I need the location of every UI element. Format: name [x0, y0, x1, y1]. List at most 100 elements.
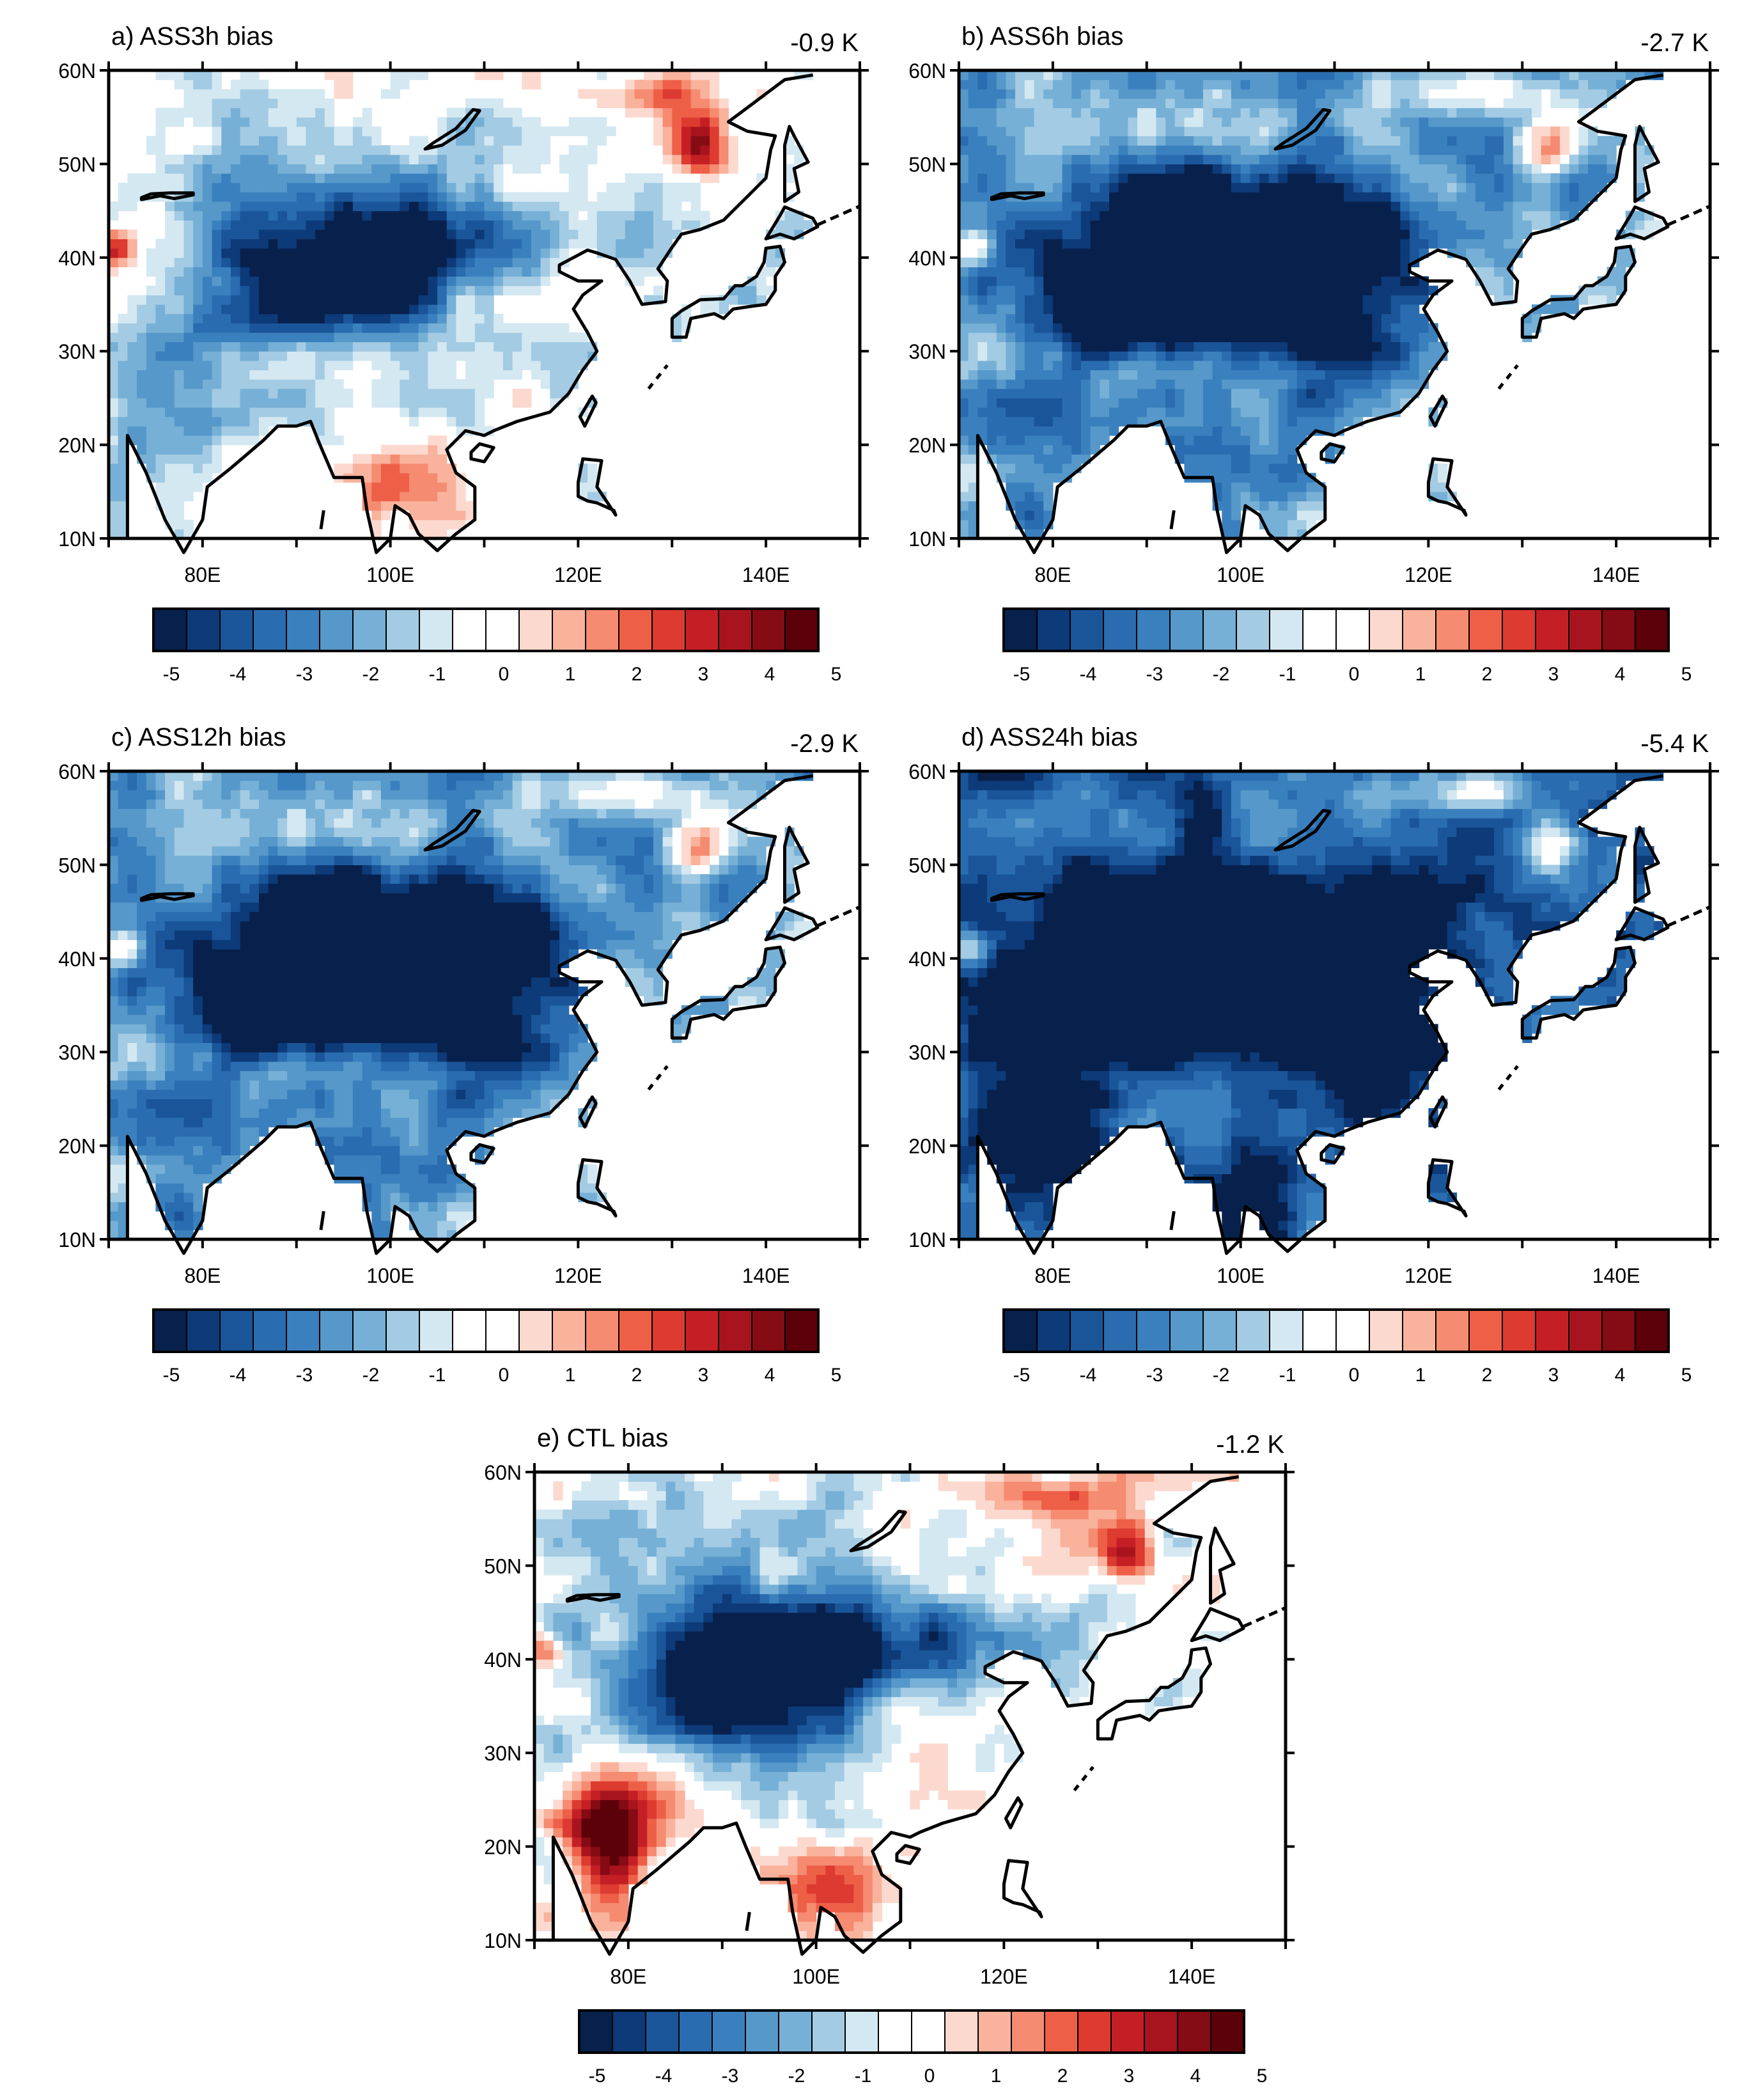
bias-cell: [343, 136, 354, 146]
bias-cell: [456, 416, 466, 427]
bias-cell: [959, 407, 969, 418]
bias-cell: [1109, 323, 1119, 333]
bias-cell: [1231, 379, 1241, 389]
bias-cell: [202, 332, 213, 343]
bias-cell: [1146, 154, 1157, 164]
bias-cell: [1296, 276, 1307, 286]
bias-cell: [1100, 154, 1110, 164]
bias-cell: [343, 276, 354, 286]
bias-cell: [1268, 444, 1279, 455]
bias-cell: [465, 229, 476, 240]
bias-cell: [1278, 220, 1288, 230]
bias-cell: [155, 126, 166, 136]
bias-cell: [362, 473, 372, 483]
bias-cell: [1146, 276, 1157, 286]
bias-cell: [1306, 285, 1316, 295]
bias-cell: [1137, 182, 1148, 192]
bias-cell: [568, 126, 579, 136]
bias-cell: [1156, 98, 1166, 109]
bias-cell: [1034, 164, 1044, 174]
bias-cell: [484, 210, 494, 221]
bias-cell: [287, 248, 297, 258]
bias-cell: [1231, 407, 1241, 418]
bias-cell: [1080, 416, 1091, 427]
bias-cell: [596, 136, 607, 146]
bias-cell: [1569, 201, 1579, 212]
bias-cell: [212, 192, 222, 202]
bias-cell: [1202, 379, 1213, 389]
bias-cell: [409, 351, 419, 361]
bias-cell: [1137, 89, 1148, 99]
bias-cell: [1165, 164, 1176, 174]
bias-cell: [315, 407, 325, 418]
bias-cell: [1222, 510, 1232, 521]
bias-cell: [672, 201, 682, 212]
bias-cell: [494, 341, 504, 352]
bias-cell: [1560, 210, 1570, 221]
bias-cell: [202, 407, 213, 418]
bias-cell: [1165, 416, 1176, 427]
bias-cell: [1100, 323, 1110, 333]
bias-cell: [662, 98, 673, 109]
bias-cell: [371, 239, 382, 249]
bias-cell: [352, 267, 363, 277]
bias-cell: [719, 98, 729, 109]
bias-cell: [1456, 117, 1467, 127]
bias-cell: [1118, 332, 1128, 343]
bias-cell: [1372, 304, 1382, 315]
colorbar-box: [1435, 608, 1470, 652]
bias-cell: [1231, 463, 1241, 474]
bias-cell: [1062, 313, 1072, 324]
bias-cell: [268, 145, 278, 155]
bias-cell: [1306, 145, 1316, 155]
bias-cell: [747, 295, 758, 305]
bias-cell: [1090, 210, 1100, 221]
bias-cell: [1174, 192, 1185, 202]
bias-cell: [1278, 454, 1288, 464]
bias-cell: [1400, 332, 1410, 343]
bias-cell: [174, 220, 185, 230]
bias-cell: [512, 220, 522, 230]
bias-cell: [296, 257, 307, 267]
bias-cell: [1541, 173, 1551, 184]
bias-cell: [1194, 126, 1204, 136]
bias-cell: [1118, 70, 1128, 81]
bias-cell: [968, 70, 978, 81]
bias-cell: [315, 341, 325, 352]
bias-cell: [1118, 79, 1128, 90]
bias-cell: [1015, 323, 1025, 333]
bias-cell: [146, 911, 157, 921]
bias-cell: [315, 136, 325, 146]
bias-cell: [540, 332, 550, 343]
bias-cell: [1100, 117, 1110, 127]
bias-cell: [409, 416, 419, 427]
bias-cell: [230, 248, 241, 258]
bias-cell: [700, 304, 710, 315]
bias-cell: [296, 117, 307, 127]
bias-cell: [606, 89, 616, 99]
colorbar-box: [419, 608, 453, 652]
bias-cell: [1259, 136, 1270, 146]
bias-cell: [1202, 182, 1213, 192]
bias-cell: [155, 407, 166, 418]
bias-cell: [1325, 285, 1335, 295]
bias-cell: [1400, 257, 1410, 267]
bias-cell: [728, 154, 738, 164]
bias-cell: [1015, 89, 1025, 99]
bias-cell: [1288, 98, 1298, 109]
bias-cell: [1156, 192, 1166, 202]
bias-cell: [1024, 173, 1035, 184]
bias-cell: [1202, 136, 1213, 146]
bias-cell: [1184, 182, 1194, 192]
bias-cell: [315, 173, 325, 184]
bias-cell: [1494, 173, 1504, 184]
bias-cell: [183, 398, 194, 408]
bias-cell: [1597, 89, 1608, 99]
bias-cell: [1550, 145, 1560, 155]
bias-cell: [1062, 454, 1072, 464]
bias-cell: [249, 145, 260, 155]
bias-cell: [559, 351, 570, 361]
bias-cell: [1174, 285, 1185, 295]
bias-cell: [240, 192, 250, 202]
bias-cell: [690, 136, 701, 146]
